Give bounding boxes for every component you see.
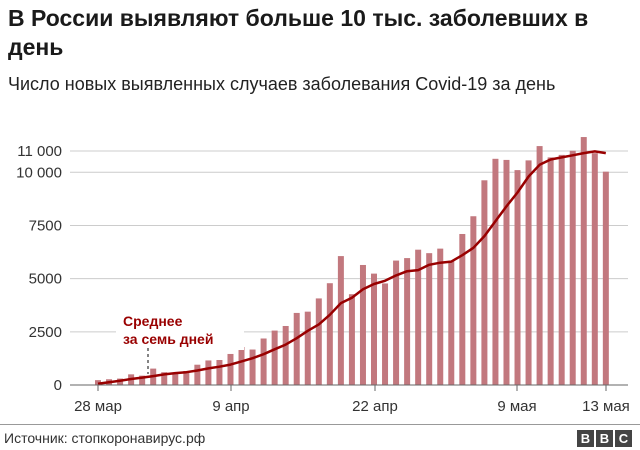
y-tick-label: 0 xyxy=(54,377,62,394)
bar xyxy=(194,364,201,385)
bbc-logo-letter: C xyxy=(615,430,632,447)
y-tick-label: 11 000 xyxy=(17,143,62,160)
bbc-logo-letter: B xyxy=(577,430,594,447)
bar xyxy=(393,260,400,385)
bar xyxy=(426,253,433,385)
x-tick-label: 28 мар xyxy=(74,398,122,415)
bar xyxy=(459,233,466,385)
bar xyxy=(558,154,565,385)
x-tick-label: 13 мая xyxy=(582,398,630,415)
bar xyxy=(348,294,355,385)
bar xyxy=(282,325,289,385)
y-tick-label: 2500 xyxy=(29,324,62,341)
bar xyxy=(249,349,256,385)
bar xyxy=(415,249,422,385)
bar xyxy=(492,158,499,385)
bbc-logo-letter: B xyxy=(596,430,613,447)
annotation-line2: за семь дней xyxy=(123,331,213,347)
x-tick-label: 9 апр xyxy=(212,398,249,415)
chart-title: В России выявляют больше 10 тыс. заболев… xyxy=(8,5,589,60)
bar xyxy=(437,248,444,385)
bar xyxy=(139,375,146,385)
bar xyxy=(525,160,532,385)
bar xyxy=(404,258,411,385)
footer-divider xyxy=(0,424,640,425)
y-axis: 0 2500 5000 7500 10 000 11 000 xyxy=(16,143,62,394)
y-tick-label: 5000 xyxy=(29,271,62,288)
bar xyxy=(547,157,554,385)
chart-subtitle: Число новых выявленных случаев заболеван… xyxy=(8,74,556,94)
bar xyxy=(580,137,587,385)
x-axis: 28 мар 9 апр 22 апр 9 мая 13 мая xyxy=(74,385,630,415)
bar xyxy=(238,347,245,385)
bar xyxy=(481,180,488,385)
y-tick-label: 10 000 xyxy=(16,164,62,181)
bar xyxy=(536,146,543,385)
bar xyxy=(161,372,168,385)
bar xyxy=(382,283,389,385)
bar xyxy=(602,171,609,385)
bar xyxy=(371,273,377,385)
bar xyxy=(448,260,455,385)
bar xyxy=(591,153,598,385)
source-text: Источник: стопкоронавирус.рф xyxy=(4,430,206,446)
bar xyxy=(172,372,179,385)
bar xyxy=(326,283,333,385)
bbc-logo: B B C xyxy=(577,430,632,447)
bar xyxy=(183,371,190,385)
bar xyxy=(569,150,576,385)
bar xyxy=(227,353,234,385)
bar xyxy=(503,159,510,385)
x-tick-label: 9 мая xyxy=(497,398,536,415)
annotation-background xyxy=(116,312,244,350)
y-tick-label: 7500 xyxy=(29,217,62,234)
x-tick-label: 22 апр xyxy=(352,398,398,415)
annotation-line1: Среднее xyxy=(123,313,183,329)
bar xyxy=(271,330,278,385)
bar xyxy=(315,298,322,385)
bar xyxy=(359,264,366,385)
bar xyxy=(337,256,344,385)
bars xyxy=(95,137,609,385)
bar xyxy=(293,312,300,385)
gridlines xyxy=(70,150,628,333)
bar xyxy=(216,360,223,385)
bar-chart: 0 2500 5000 7500 10 000 11 000 28 мар 9 апр 22 … xyxy=(16,137,630,415)
bar xyxy=(514,170,521,385)
average-annotation: Среднее за семь дней xyxy=(116,312,244,374)
bar xyxy=(205,360,212,385)
bar xyxy=(470,216,477,385)
seven-day-average-line xyxy=(97,150,606,385)
bar xyxy=(260,338,267,385)
bar xyxy=(304,311,311,385)
